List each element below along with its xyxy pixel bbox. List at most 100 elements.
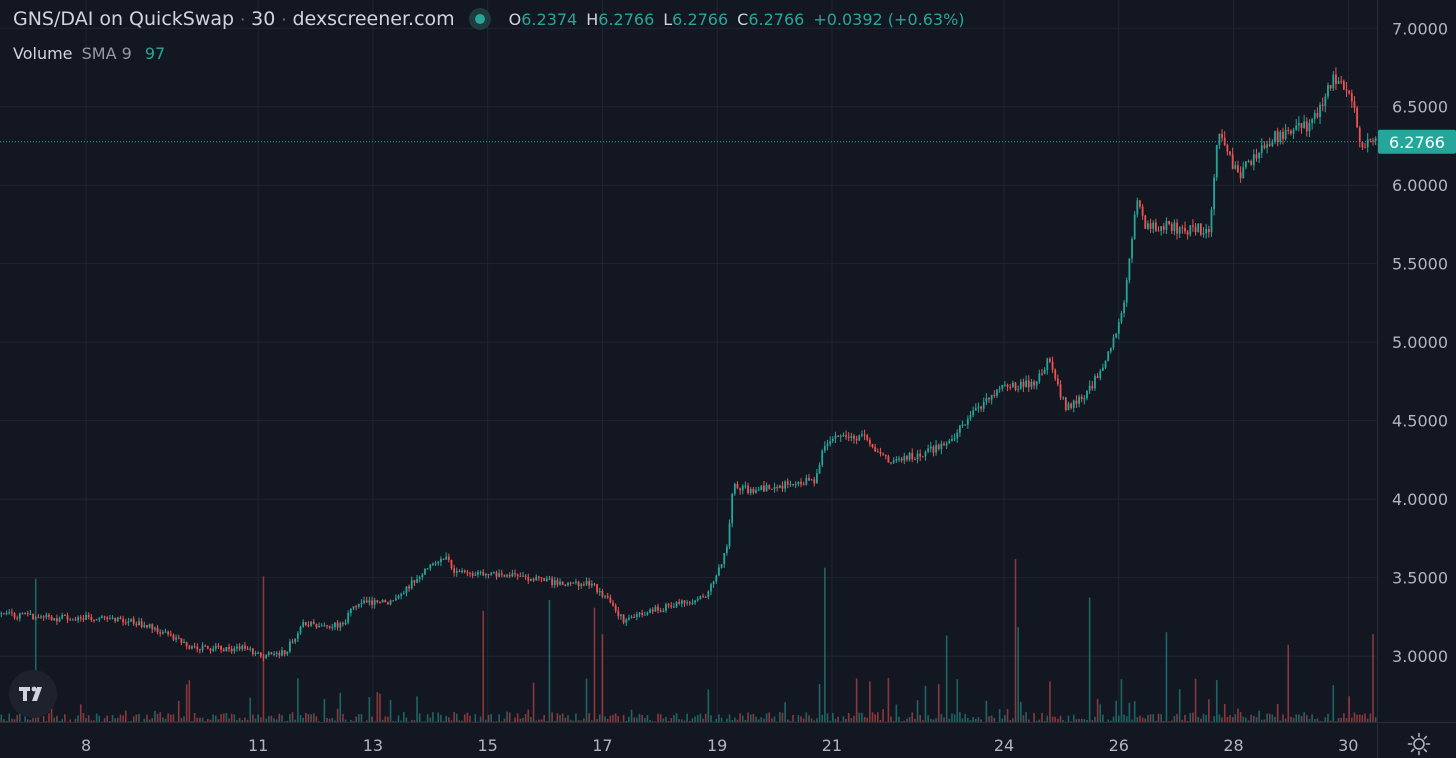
candle-body <box>1366 139 1369 148</box>
volume-bar <box>379 693 381 722</box>
x-tick-label: 24 <box>994 736 1014 755</box>
gear-icon[interactable] <box>1407 732 1431 756</box>
candle-body <box>633 616 636 618</box>
volume-bar <box>77 715 79 722</box>
candle-body <box>847 436 850 438</box>
volume-bar <box>802 718 805 722</box>
candle-body <box>122 619 125 623</box>
candle-body <box>966 418 969 425</box>
volume-bar <box>191 720 193 722</box>
volume-bar <box>1115 700 1117 722</box>
candle-body <box>845 435 847 437</box>
candle-body <box>1321 104 1324 106</box>
candle-body <box>543 578 546 582</box>
candle-body <box>821 450 824 465</box>
volume-bar <box>217 719 220 722</box>
candle-body <box>972 410 975 415</box>
volume-value: 97 <box>144 44 166 63</box>
candle-body <box>201 645 204 651</box>
candle-body <box>662 610 665 612</box>
candle-body <box>447 556 450 560</box>
tradingview-logo-icon[interactable] <box>9 670 57 718</box>
x-tick-label: 30 <box>1338 736 1358 755</box>
candle-body <box>320 625 323 627</box>
volume-bar <box>1221 717 1223 722</box>
candle-body <box>794 484 797 486</box>
volume-bar <box>763 718 765 722</box>
candle-body <box>1067 403 1070 411</box>
volume-legend[interactable]: Volume SMA 9 97 <box>13 44 165 63</box>
volume-bar <box>201 717 204 722</box>
candle-body <box>508 575 511 577</box>
volume-bar <box>718 714 720 722</box>
volume-bar <box>922 720 924 722</box>
candle-body <box>209 648 212 651</box>
candle-body <box>1154 222 1157 231</box>
volume-bar <box>956 679 959 722</box>
volume-bar <box>371 716 373 722</box>
volume-bar <box>188 680 191 722</box>
volume-bar <box>508 712 511 722</box>
candle-body <box>143 625 146 627</box>
candle-body <box>1255 154 1258 159</box>
volume-bar <box>463 714 466 722</box>
candle-body <box>254 652 257 655</box>
candle-body <box>1091 385 1094 389</box>
candle-body <box>236 646 238 649</box>
volume-bar <box>482 610 485 722</box>
volume-bar <box>837 716 839 722</box>
symbol-title[interactable]: GNS/DAI on QuickSwap <box>13 8 235 30</box>
candle-body <box>148 624 151 628</box>
interval-label[interactable]: 30 <box>251 8 276 30</box>
volume-bar <box>405 717 408 722</box>
volume-bar <box>810 718 813 722</box>
volume-bar <box>440 714 442 722</box>
symbol-legend[interactable]: GNS/DAI on QuickSwap · 30 · dexscreener.… <box>13 8 974 30</box>
candle-body <box>336 622 339 628</box>
candle-body <box>169 634 172 636</box>
volume-bar <box>990 715 993 722</box>
candle-body <box>741 485 744 491</box>
candle-body <box>392 600 395 602</box>
market-status-icon[interactable] <box>468 8 491 30</box>
volume-bar <box>699 713 702 722</box>
candle-body <box>56 618 58 622</box>
candle-body <box>691 602 694 604</box>
volume-bar <box>302 717 304 722</box>
candle-body <box>24 613 27 615</box>
volume-bar <box>614 713 617 722</box>
volume-bar <box>11 718 13 722</box>
volume-bar <box>1226 716 1229 722</box>
volume-bar <box>1049 681 1051 722</box>
volume-bar <box>919 714 921 722</box>
volume-bar <box>869 681 871 722</box>
volume-bar <box>540 719 543 722</box>
candle-body <box>214 645 217 649</box>
candle-body <box>1149 223 1152 229</box>
x-tick-label: 21 <box>822 736 842 755</box>
volume-bar <box>779 712 781 722</box>
volume-bar <box>267 716 270 722</box>
candle-body <box>146 625 148 628</box>
candle-body <box>564 584 567 586</box>
candle-body <box>159 632 162 634</box>
candle-body <box>397 595 400 599</box>
candle-body <box>1064 397 1067 411</box>
candle-body <box>831 438 834 442</box>
volume-bar <box>336 708 339 722</box>
volume-bar <box>704 713 707 722</box>
last-price-tag: 6.2766 <box>1378 129 1456 154</box>
volume-bar <box>461 720 463 722</box>
candle-body <box>328 625 331 628</box>
volume-bar <box>122 715 124 722</box>
volume-bar <box>1361 714 1364 722</box>
candle-body <box>1305 121 1308 132</box>
volume-bar <box>720 717 723 722</box>
candle-body <box>680 600 683 604</box>
volume-bar <box>625 720 628 722</box>
candle-body <box>863 434 866 436</box>
candle-body <box>93 619 95 621</box>
candle-body <box>974 407 977 411</box>
candle-body <box>21 613 24 615</box>
